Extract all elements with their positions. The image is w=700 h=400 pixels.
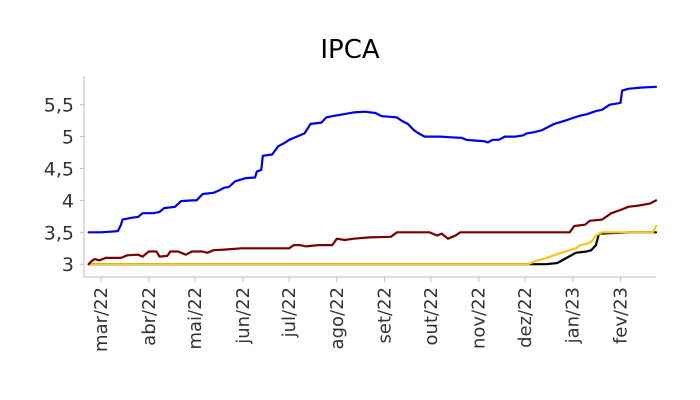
- x-tick-label: mar/22: [91, 287, 112, 352]
- y-tick-label: 5: [62, 127, 74, 149]
- x-tick-label: ago/22: [327, 287, 348, 349]
- chart-title: IPCA: [320, 35, 380, 65]
- series-layer: [87, 85, 658, 266]
- x-tick-label: mai/22: [185, 287, 206, 350]
- series-line-2: [87, 224, 658, 266]
- y-tick-label: 4: [62, 190, 74, 212]
- y-tick-label: 5,5: [44, 95, 74, 117]
- x-tick-label: dez/22: [515, 287, 536, 348]
- x-tick-label: jul/22: [279, 287, 300, 338]
- x-tick-label: out/22: [421, 287, 442, 345]
- x-tick-label: jun/22: [233, 287, 254, 345]
- y-tick-label: 4,5: [44, 159, 74, 181]
- x-tick-label: jan/23: [563, 287, 584, 344]
- series-line-4: [87, 85, 658, 234]
- x-tick-label: fev/23: [611, 287, 632, 344]
- y-tick-label: 3: [62, 254, 74, 276]
- y-axis-ticks: 3 3,5 4 4,5 5 5,5: [44, 95, 84, 276]
- y-tick-label: 3,5: [44, 222, 74, 244]
- x-tick-label: abr/22: [139, 287, 160, 346]
- x-tick-label: set/22: [375, 287, 396, 343]
- x-axis-ticks: mar/22 abr/22 mai/22 jun/22 jul/22 ago/22 set/…: [91, 277, 632, 352]
- x-tick-label: nov/22: [469, 287, 490, 349]
- series-line-3: [87, 199, 658, 266]
